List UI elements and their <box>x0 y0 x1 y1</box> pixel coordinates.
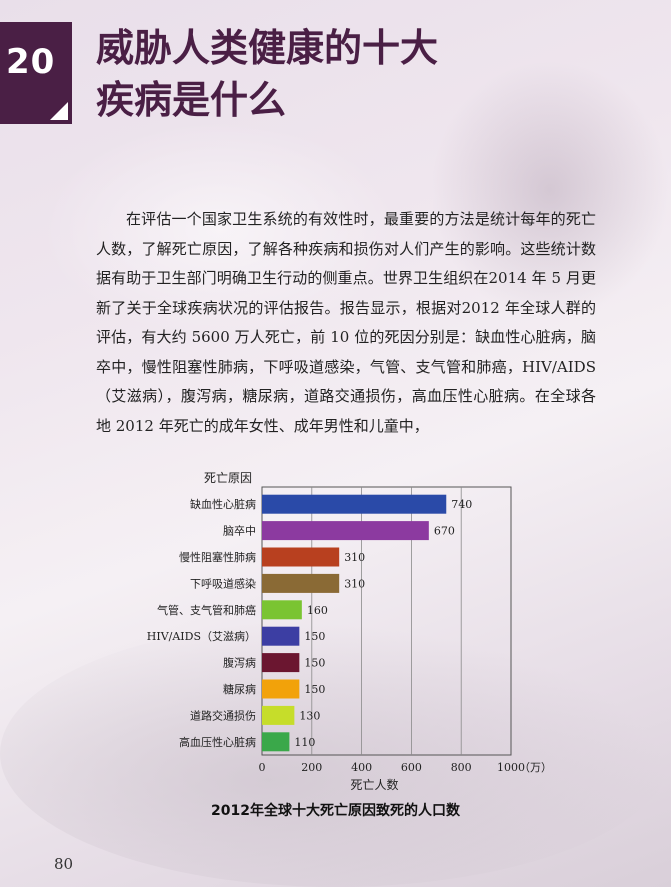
plot-frame <box>261 486 512 756</box>
x-unit-label: （万） <box>519 761 552 774</box>
y-axis-label: 死亡原因 <box>204 471 252 485</box>
data-label: 150 <box>304 657 325 670</box>
title-line-1: 威胁人类健康的十大 <box>96 26 439 70</box>
x-tick-label: 400 <box>351 761 372 774</box>
x-tick-label: 200 <box>301 761 322 774</box>
data-label: 130 <box>299 709 320 722</box>
bar <box>262 705 295 725</box>
category-label: HIV/AIDS（艾滋病） <box>147 629 256 643</box>
bar <box>262 600 302 620</box>
bar <box>262 521 429 541</box>
bar <box>262 626 300 646</box>
data-label: 150 <box>304 683 325 696</box>
bar <box>262 653 300 673</box>
body-paragraph: 在评估一个国家卫生系统的有效性时，最重要的方法是统计每年的死亡人数，了解死亡原因… <box>96 210 596 435</box>
bar <box>262 573 340 593</box>
bar-chart: 0 200 400 600 800 1000 （万） 死亡人数 死亡原因缺血性心脏病 740 脑卒中… <box>0 465 671 795</box>
category-label: 缺血性心脏病 <box>190 497 256 511</box>
category-label: 高血压性心脏病 <box>179 735 256 749</box>
bar <box>262 547 340 567</box>
x-tick-label: 600 <box>401 761 422 774</box>
category-label: 道路交通损伤 <box>190 708 256 722</box>
category-label: 糖尿病 <box>223 682 256 696</box>
category-label: 脑卒中 <box>223 524 256 538</box>
x-axis-label: 死亡人数 <box>350 777 398 792</box>
bar <box>262 732 290 752</box>
x-tick-label: 0 <box>259 761 266 774</box>
background-texture <box>0 620 671 887</box>
page-number: 80 <box>54 855 74 873</box>
category-label: 慢性阻塞性肺病 <box>179 550 256 564</box>
category-label: 腹泻病 <box>223 656 256 670</box>
section-number-badge: 20 <box>0 22 72 124</box>
background-shape <box>430 60 670 320</box>
x-tick-label: 1000 <box>497 761 525 774</box>
data-label: 310 <box>344 551 365 564</box>
category-label: 下呼吸道感染 <box>190 576 256 590</box>
chart-caption: 2012年全球十大死亡原因致死的人口数 <box>211 803 460 819</box>
title-line-2: 疾病是什么 <box>96 78 287 122</box>
data-label: 670 <box>434 525 455 538</box>
section-number: 20 <box>6 42 56 82</box>
data-label: 110 <box>294 736 315 749</box>
data-label: 310 <box>344 577 365 590</box>
data-label: 150 <box>304 630 325 643</box>
page-title: 威胁人类健康的十大 疾病是什么 <box>96 22 576 126</box>
corner-triangle-icon <box>50 102 68 120</box>
background-highlight <box>40 120 400 340</box>
bar <box>262 494 447 514</box>
data-label: 740 <box>451 498 472 511</box>
data-label: 160 <box>307 604 328 617</box>
bar <box>262 679 300 699</box>
category-label: 气管、支气管和肺癌 <box>157 603 256 617</box>
x-tick-label: 800 <box>451 761 472 774</box>
